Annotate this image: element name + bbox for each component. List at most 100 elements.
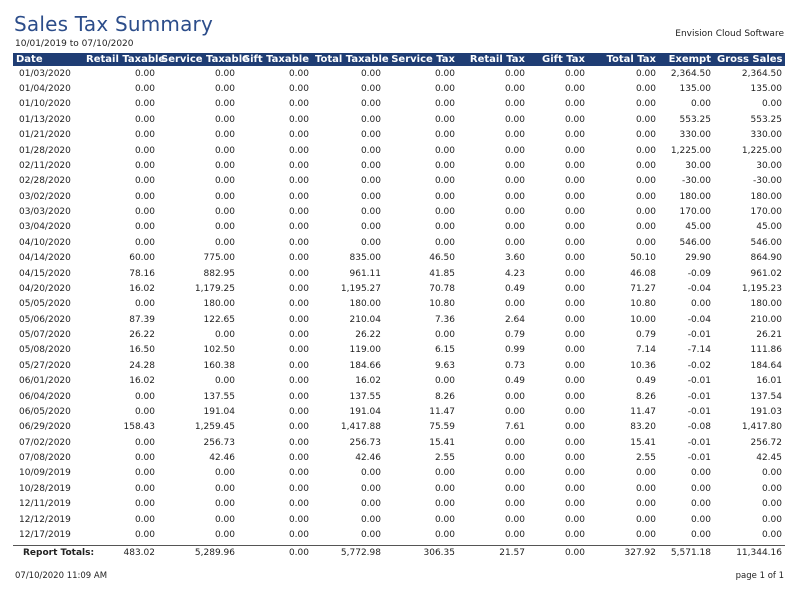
value-cell: 0.00 <box>214 176 235 187</box>
table-row: 12/17/2019 0.00 0.00 0.00 0.00 0.00 0.00 0.00 0.… <box>13 527 785 542</box>
value-cell: 0.49 <box>504 283 525 294</box>
value-cell: 0.00 <box>360 130 381 141</box>
value-cell: -0.02 <box>687 360 711 371</box>
value-cell: 10.80 <box>630 299 656 310</box>
page-number: page 1 of 1 <box>735 571 784 581</box>
value-cell: 0.00 <box>690 499 711 510</box>
value-cell: 7.14 <box>635 345 656 356</box>
table-row: 02/11/2020 0.00 0.00 0.00 0.00 0.00 0.00 0.00 0.… <box>13 158 785 173</box>
value-cell: -0.01 <box>687 437 711 448</box>
value-cell: 0.00 <box>214 376 235 387</box>
table-row: 10/09/2019 0.00 0.00 0.00 0.00 0.00 0.00 0.00 0.… <box>13 466 785 481</box>
value-cell: 1,259.45 <box>194 422 235 433</box>
value-cell: 0.00 <box>288 360 309 371</box>
value-cell: 0.00 <box>635 99 656 110</box>
value-cell: 0.00 <box>288 84 309 95</box>
date-cell: 07/08/2020 <box>19 453 71 464</box>
value-cell: 0.00 <box>360 529 381 540</box>
value-cell: 42.46 <box>209 453 235 464</box>
value-cell: 0.00 <box>134 160 155 171</box>
value-cell: 0.00 <box>564 145 585 156</box>
date-cell: 02/11/2020 <box>19 160 71 171</box>
value-cell: 0.00 <box>434 499 455 510</box>
table-body: 01/03/2020 0.00 0.00 0.00 0.00 0.00 0.00 0.00 0.… <box>13 66 785 543</box>
value-cell: 0.00 <box>288 160 309 171</box>
value-cell: 170.00 <box>679 207 712 218</box>
totals-row: Report Totals: 483.02 5,289.96 0.00 5,772.9… <box>13 546 785 560</box>
value-cell: 210.04 <box>349 314 382 325</box>
value-cell: 26.22 <box>355 330 381 341</box>
value-cell: 0.00 <box>564 345 585 356</box>
value-cell: 42.45 <box>756 453 782 464</box>
value-cell: 0.00 <box>360 514 381 525</box>
value-cell: 256.73 <box>349 437 382 448</box>
value-cell: 0.00 <box>288 391 309 402</box>
value-cell: 0.00 <box>564 330 585 341</box>
table-row: 01/04/2020 0.00 0.00 0.00 0.00 0.00 0.00 0.00 0.… <box>13 81 785 96</box>
value-cell: 961.11 <box>349 268 382 279</box>
table-row: 03/03/2020 0.00 0.00 0.00 0.00 0.00 0.00 0.00 0.… <box>13 204 785 219</box>
value-cell: 0.00 <box>214 499 235 510</box>
value-cell: 16.50 <box>129 345 155 356</box>
date-cell: 01/28/2020 <box>19 145 71 156</box>
value-cell: 6.15 <box>434 345 455 356</box>
value-cell: 184.66 <box>349 360 382 371</box>
value-cell: 46.50 <box>429 253 455 264</box>
value-cell: 961.02 <box>750 268 783 279</box>
value-cell: 0.00 <box>690 299 711 310</box>
value-cell: 0.00 <box>504 222 525 233</box>
value-cell: 0.00 <box>288 330 309 341</box>
date-cell: 01/04/2020 <box>19 84 71 95</box>
value-cell: 0.00 <box>134 529 155 540</box>
value-cell: 0.00 <box>360 222 381 233</box>
value-cell: 0.00 <box>564 176 585 187</box>
value-cell: 135.00 <box>679 84 712 95</box>
date-cell: 01/10/2020 <box>19 99 71 110</box>
table-row: 01/21/2020 0.00 0.00 0.00 0.00 0.00 0.00 0.00 0.… <box>13 128 785 143</box>
value-cell: 546.00 <box>679 237 712 248</box>
value-cell: 16.02 <box>355 376 381 387</box>
value-cell: 0.00 <box>504 68 525 79</box>
value-cell: 0.00 <box>288 176 309 187</box>
value-cell: 0.00 <box>288 222 309 233</box>
column-header: Gross Sales <box>717 54 783 65</box>
table-row: 03/02/2020 0.00 0.00 0.00 0.00 0.00 0.00 0.00 0.… <box>13 189 785 204</box>
date-cell: 03/04/2020 <box>19 222 71 233</box>
value-cell: 864.90 <box>750 253 783 264</box>
value-cell: 135.00 <box>750 84 783 95</box>
value-cell: 78.16 <box>129 268 155 279</box>
value-cell: 137.54 <box>750 391 783 402</box>
value-cell: -30.00 <box>681 176 711 187</box>
value-cell: 2.55 <box>434 453 455 464</box>
value-cell: 9.63 <box>434 360 455 371</box>
value-cell: 0.00 <box>214 529 235 540</box>
value-cell: 16.02 <box>129 376 155 387</box>
table-row: 02/28/2020 0.00 0.00 0.00 0.00 0.00 0.00 0.00 0.… <box>13 174 785 189</box>
total-value-cell: 5,772.98 <box>340 548 381 558</box>
value-cell: 0.00 <box>434 514 455 525</box>
value-cell: 0.00 <box>360 84 381 95</box>
value-cell: 0.00 <box>564 114 585 125</box>
value-cell: 0.00 <box>504 160 525 171</box>
value-cell: 15.41 <box>429 437 455 448</box>
value-cell: 0.00 <box>635 84 656 95</box>
value-cell: 0.00 <box>564 406 585 417</box>
value-cell: 330.00 <box>679 130 712 141</box>
value-cell: 256.72 <box>750 437 783 448</box>
value-cell: 0.00 <box>690 99 711 110</box>
value-cell: 111.86 <box>750 345 783 356</box>
table-row: 05/05/2020 0.00 180.00 0.00 180.00 10.80 0.00 0… <box>13 297 785 312</box>
value-cell: 0.00 <box>504 191 525 202</box>
value-cell: 0.00 <box>761 499 782 510</box>
value-cell: 0.00 <box>504 406 525 417</box>
value-cell: 0.00 <box>564 360 585 371</box>
value-cell: 42.46 <box>355 453 381 464</box>
date-cell: 06/29/2020 <box>19 422 71 433</box>
value-cell: 180.00 <box>349 299 382 310</box>
print-timestamp: 07/10/2020 11:09 AM <box>15 571 108 581</box>
value-cell: 0.00 <box>504 130 525 141</box>
value-cell: 0.00 <box>504 453 525 464</box>
value-cell: 0.00 <box>288 207 309 218</box>
value-cell: -0.09 <box>687 268 711 279</box>
value-cell: 0.00 <box>434 237 455 248</box>
